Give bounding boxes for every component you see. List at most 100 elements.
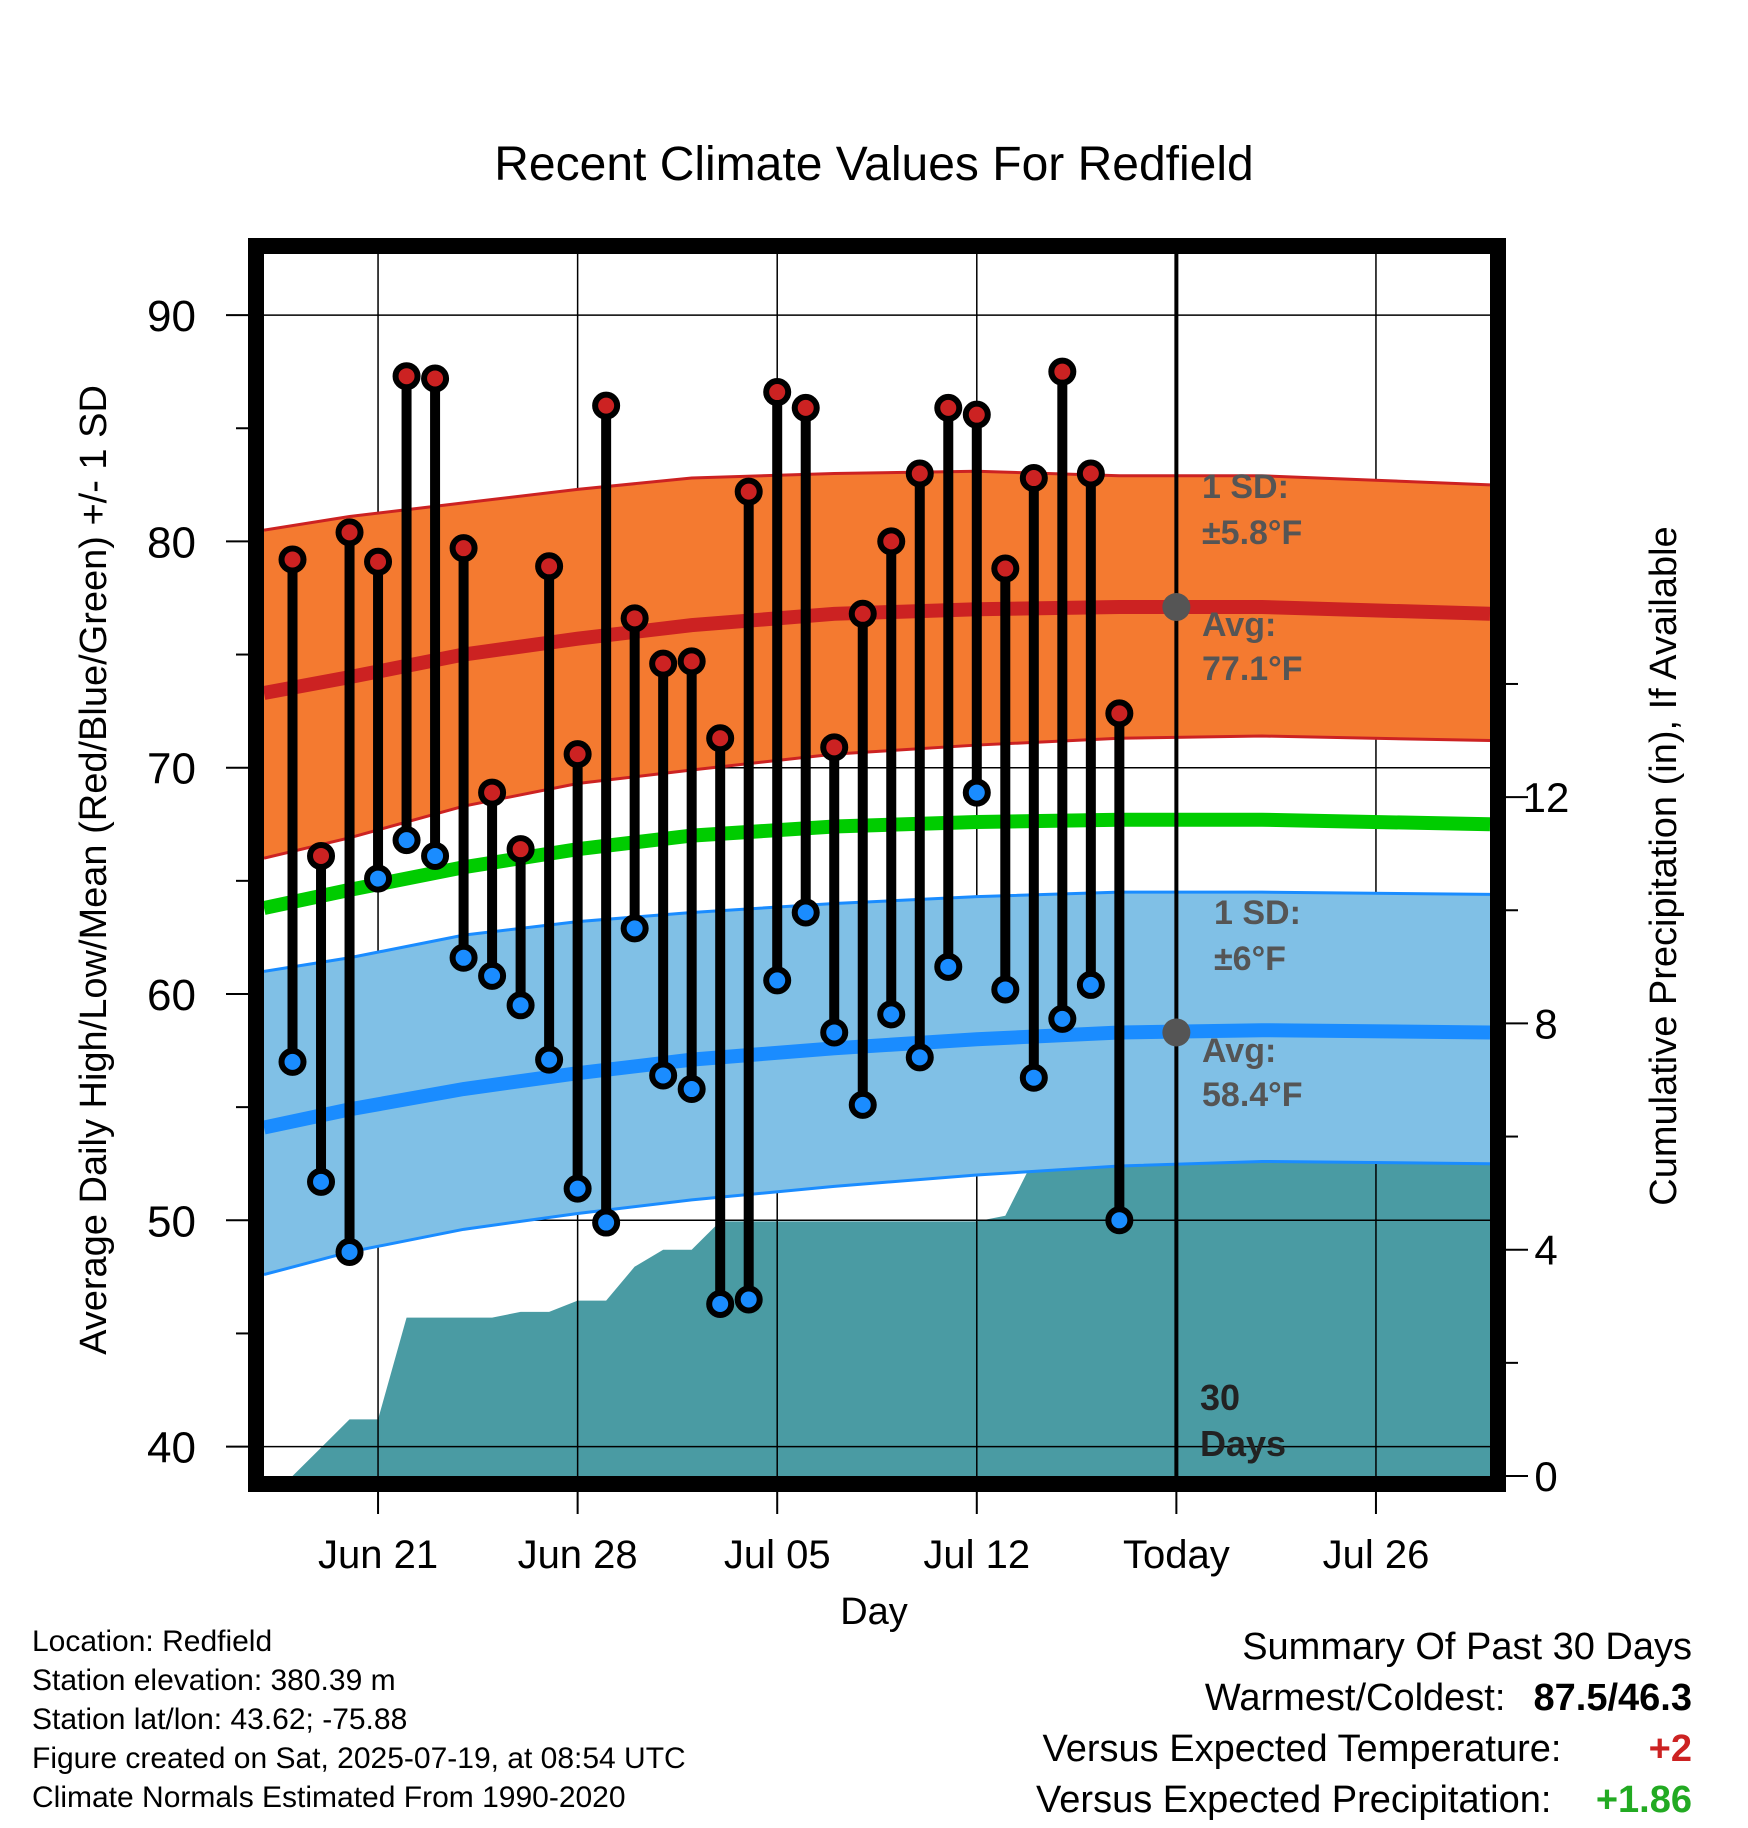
y-tick-label-left: 60 [147, 971, 196, 1020]
daily-low-point [763, 966, 792, 995]
y-tick-label-right: 8 [1534, 1000, 1557, 1047]
temperature-anomaly-value: +2 [1648, 1728, 1692, 1770]
daily-high-point [763, 378, 792, 407]
daily-low-point [620, 914, 649, 943]
latlon-text: Station lat/lon: 43.62; -75.88 [32, 1703, 408, 1736]
daily-high-point [620, 604, 649, 633]
daily-high-point [563, 740, 592, 769]
high-avg-marker [1162, 593, 1191, 622]
chart-title: Recent Climate Values For Redfield [494, 138, 1253, 191]
daily-high-point [962, 400, 991, 429]
daily-low-point [535, 1045, 564, 1074]
daily-high-point [307, 841, 336, 870]
daily-high-point [421, 364, 450, 393]
y-tick-label-left: 90 [147, 292, 196, 341]
summary-title: Summary Of Past 30 Days [1242, 1626, 1692, 1668]
daily-high-point [478, 778, 507, 807]
high-avg-label: Avg: [1202, 606, 1276, 644]
y-tick-label-left: 40 [147, 1424, 196, 1473]
daily-low-point [677, 1075, 706, 1104]
daily-low-point [506, 991, 535, 1020]
normal-bands [264, 469, 1490, 1277]
daily-high-point [506, 835, 535, 864]
daily-high-point [335, 518, 364, 547]
daily-low-point [307, 1167, 336, 1196]
low-avg-label: Avg: [1202, 1032, 1276, 1070]
high-sd-label: 1 SD: [1202, 468, 1289, 506]
daily-high-point [934, 393, 963, 422]
daily-low-point [278, 1047, 307, 1076]
daily-high-point [1076, 459, 1105, 488]
warmest-coldest-label: Warmest/Coldest: [1204, 1677, 1506, 1719]
high-avg-value: 77.1°F [1202, 650, 1303, 688]
warmest-coldest-row: Warmest/Coldest: 87.5/46.3 [1036, 1673, 1692, 1724]
mean-normal-line [264, 812, 1490, 915]
x-tick-label: Today [1123, 1533, 1230, 1577]
daily-low-point [421, 841, 450, 870]
low-sd-label: 1 SD: [1214, 894, 1301, 932]
daily-low-point [791, 898, 820, 927]
x-axis-label: Day [840, 1591, 908, 1633]
daily-high-point [364, 547, 393, 576]
daily-low-point [563, 1174, 592, 1203]
location-text: Location: Redfield [32, 1625, 273, 1658]
daily-high-point [734, 477, 763, 506]
x-tick-label: Jun 21 [318, 1533, 438, 1577]
daily-low-point [877, 1000, 906, 1029]
precipitation-anomaly-value: +1.86 [1595, 1779, 1692, 1821]
daily-low-point [706, 1290, 735, 1319]
daily-range-bars [287, 371, 1125, 1305]
y-tick-label-right: 12 [1523, 774, 1570, 821]
x-tick-label: Jun 28 [518, 1533, 638, 1577]
daily-high-point [1019, 464, 1048, 493]
station-info: Location: Redfield Station elevation: 38… [32, 1622, 686, 1817]
daily-high-point [905, 459, 934, 488]
daily-low-point [392, 826, 421, 855]
annotations: 1 SD: ±5.8°F Avg: 77.1°F 1 SD: ±6°F Avg:… [1200, 468, 1303, 1464]
daily-high-point [848, 599, 877, 628]
y-tick-label-left: 50 [147, 1197, 196, 1246]
daily-low-point [364, 864, 393, 893]
daily-low-point [734, 1285, 763, 1314]
precipitation-area [264, 1147, 1490, 1476]
daily-high-point [991, 554, 1020, 583]
daily-markers [278, 357, 1134, 1319]
low-avg-value: 58.4°F [1202, 1076, 1303, 1114]
daily-low-point [934, 952, 963, 981]
low-avg-marker [1162, 1018, 1191, 1047]
y-tick-label-right: 0 [1534, 1453, 1557, 1500]
plot-area [264, 254, 1490, 1476]
daily-low-point [962, 778, 991, 807]
daily-high-point [278, 545, 307, 574]
daily-low-point [449, 943, 478, 972]
daily-low-point [820, 1018, 849, 1047]
daily-low-point [1019, 1063, 1048, 1092]
today-days-label: Days [1200, 1423, 1286, 1464]
plot-frame [248, 238, 1506, 1492]
today-line [1162, 254, 1191, 1476]
daily-low-point [1105, 1206, 1134, 1235]
y-axis-label-left: Average Daily High/Low/Mean (Red/Blue/Gr… [73, 385, 115, 1355]
high-sd-value: ±5.8°F [1202, 514, 1302, 552]
daily-high-point [791, 393, 820, 422]
daily-high-point [677, 647, 706, 676]
daily-low-point [335, 1237, 364, 1266]
daily-high-point [649, 649, 678, 678]
low-normal-line [264, 1023, 1490, 1135]
daily-low-point [905, 1043, 934, 1072]
daily-high-point [706, 724, 735, 753]
daily-high-point [449, 534, 478, 563]
daily-low-point [1048, 1004, 1077, 1033]
summary-panel: Summary Of Past 30 Days Warmest/Coldest:… [1036, 1622, 1692, 1826]
warmest-coldest-value: 87.5/46.3 [1533, 1677, 1692, 1719]
normals-text: Climate Normals Estimated From 1990-2020 [32, 1781, 626, 1814]
low-sd-band-upper-edge [264, 890, 1490, 973]
y-tick-label-right: 4 [1534, 1227, 1557, 1274]
low-sd-band-lower-edge [264, 1159, 1490, 1277]
daily-low-point [991, 975, 1020, 1004]
elevation-text: Station elevation: 380.39 m [32, 1664, 396, 1697]
x-tick-label: Jul 12 [923, 1533, 1030, 1577]
precipitation-fill [264, 1147, 1490, 1476]
today-days-count: 30 [1200, 1377, 1240, 1418]
low-sd-value: ±6°F [1214, 940, 1286, 978]
